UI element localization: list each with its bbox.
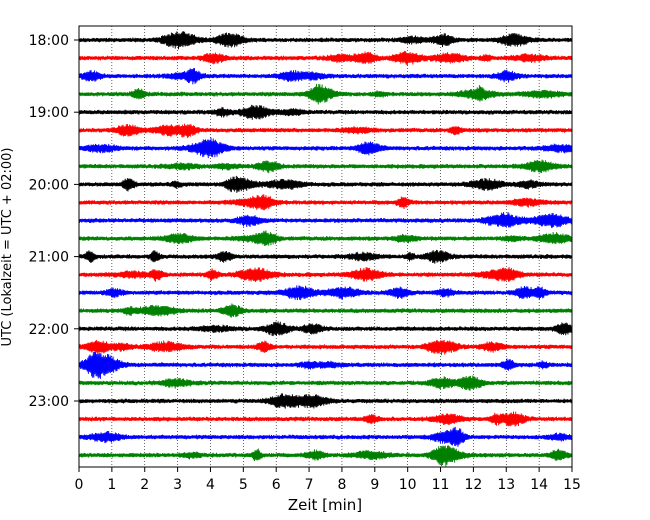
seismic-trace (78, 340, 573, 356)
plot-border (78, 25, 573, 468)
seismic-trace (78, 68, 573, 85)
x-tick-label: 1 (107, 477, 116, 493)
y-tick-label: 23:00 (29, 394, 69, 410)
seismic-trace (78, 137, 573, 159)
seismic-trace (78, 375, 573, 391)
seismic-trace (78, 83, 573, 105)
seismic-trace (78, 230, 573, 247)
y-tick-label: 19:00 (29, 105, 69, 121)
y-tick-label: 22:00 (29, 322, 69, 338)
seismic-trace (78, 50, 573, 66)
x-axis-ticks: 0 1 2 3 4 5 6 7 8 9 10 11 12 13 14 15 (75, 467, 581, 493)
seismic-trace (78, 194, 573, 211)
seismic-trace (78, 393, 573, 409)
seismic-trace (78, 351, 573, 379)
seismic-trace (78, 303, 573, 318)
seismic-trace (78, 104, 573, 120)
x-tick-label: 8 (337, 477, 346, 493)
seismic-trace (78, 285, 573, 301)
x-axis-label: Zeit [min] (288, 496, 362, 514)
x-tick-label: 9 (370, 477, 379, 493)
seismic-trace (78, 426, 573, 447)
x-tick-label: 2 (140, 477, 149, 493)
x-tick-label: 5 (239, 477, 248, 493)
y-axis-ticks: 18:00 19:00 20:00 21:00 22:00 23:00 (29, 33, 79, 410)
trace-group (78, 31, 573, 467)
seismic-trace (78, 445, 573, 467)
seismic-trace (78, 159, 573, 174)
y-axis-label: UTC (Lokalzeit = UTC + 02:00) (0, 148, 15, 347)
seismic-trace (78, 249, 573, 264)
x-tick-label: 12 (464, 477, 482, 493)
x-tick-label: 13 (497, 477, 515, 493)
x-tick-label: 3 (173, 477, 182, 493)
y-tick-label: 21:00 (29, 250, 69, 266)
seismic-trace (78, 266, 573, 283)
y-tick-label: 18:00 (29, 33, 69, 49)
y-tick-label: 20:00 (29, 177, 69, 193)
x-tick-label: 7 (305, 477, 314, 493)
seismic-trace (78, 411, 573, 427)
seismic-trace (78, 175, 573, 193)
x-tick-label: 6 (272, 477, 281, 493)
seismic-trace (78, 321, 573, 337)
x-tick-label: 14 (530, 477, 548, 493)
x-tick-label: 15 (563, 477, 581, 493)
x-tick-label: 0 (75, 477, 84, 493)
x-tick-label: 4 (206, 477, 215, 493)
seismic-trace (78, 31, 573, 50)
seismic-trace (78, 211, 573, 228)
x-tick-label: 11 (432, 477, 450, 493)
x-tick-label: 10 (399, 477, 417, 493)
seismic-trace (78, 123, 573, 139)
